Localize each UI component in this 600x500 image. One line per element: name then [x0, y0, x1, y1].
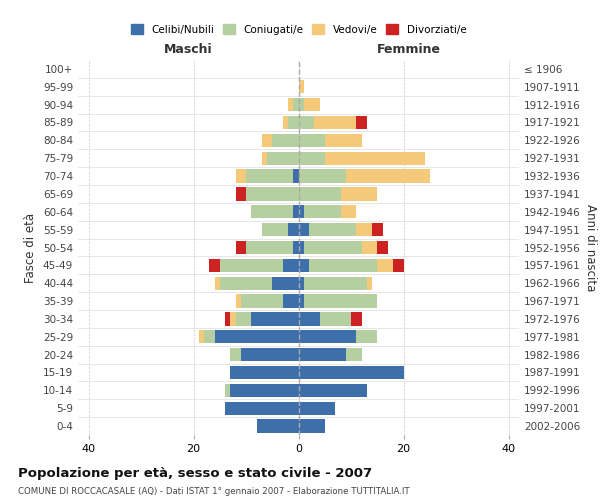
Bar: [293, 205, 299, 218]
Bar: [299, 152, 325, 165]
Bar: [314, 116, 356, 129]
Bar: [299, 205, 304, 218]
Bar: [372, 223, 383, 236]
Bar: [293, 241, 299, 254]
Bar: [299, 134, 325, 147]
Bar: [320, 312, 351, 326]
Bar: [299, 258, 309, 272]
Bar: [230, 348, 241, 362]
Bar: [288, 116, 299, 129]
Bar: [251, 312, 299, 326]
Bar: [283, 294, 299, 308]
Bar: [299, 223, 309, 236]
Bar: [356, 330, 377, 344]
Bar: [356, 116, 367, 129]
Bar: [304, 276, 367, 290]
Text: Femmine: Femmine: [377, 44, 441, 57]
Legend: Celibi/Nubili, Coniugati/e, Vedovi/e, Divorziati/e: Celibi/Nubili, Coniugati/e, Vedovi/e, Di…: [127, 20, 470, 39]
Bar: [230, 384, 299, 397]
Bar: [220, 258, 283, 272]
Bar: [299, 312, 320, 326]
Bar: [299, 80, 304, 94]
Bar: [299, 294, 304, 308]
Bar: [267, 152, 299, 165]
Bar: [341, 187, 377, 200]
Bar: [283, 116, 288, 129]
Bar: [346, 170, 430, 183]
Bar: [299, 187, 341, 200]
Bar: [293, 170, 299, 183]
Bar: [293, 98, 299, 112]
Bar: [288, 223, 299, 236]
Bar: [230, 312, 235, 326]
Bar: [235, 170, 246, 183]
Bar: [377, 241, 388, 254]
Bar: [299, 330, 356, 344]
Bar: [299, 170, 346, 183]
Bar: [262, 223, 288, 236]
Bar: [299, 366, 404, 379]
Bar: [299, 98, 304, 112]
Bar: [325, 134, 361, 147]
Bar: [272, 276, 299, 290]
Text: Popolazione per età, sesso e stato civile - 2007: Popolazione per età, sesso e stato civil…: [18, 468, 372, 480]
Bar: [225, 402, 299, 415]
Bar: [299, 276, 304, 290]
Bar: [257, 420, 299, 433]
Bar: [309, 223, 356, 236]
Text: COMUNE DI ROCCACASALE (AQ) - Dati ISTAT 1° gennaio 2007 - Elaborazione TUTTITALI: COMUNE DI ROCCACASALE (AQ) - Dati ISTAT …: [18, 488, 410, 496]
Bar: [204, 330, 215, 344]
Bar: [299, 402, 335, 415]
Y-axis label: Fasce di età: Fasce di età: [25, 212, 37, 282]
Bar: [199, 330, 204, 344]
Bar: [346, 348, 361, 362]
Bar: [220, 276, 272, 290]
Bar: [351, 312, 361, 326]
Bar: [304, 205, 341, 218]
Bar: [377, 258, 393, 272]
Bar: [356, 223, 372, 236]
Bar: [235, 241, 246, 254]
Bar: [209, 258, 220, 272]
Bar: [309, 258, 377, 272]
Bar: [251, 205, 293, 218]
Bar: [215, 276, 220, 290]
Bar: [299, 116, 314, 129]
Bar: [225, 312, 230, 326]
Bar: [235, 312, 251, 326]
Bar: [241, 348, 299, 362]
Y-axis label: Anni di nascita: Anni di nascita: [584, 204, 597, 291]
Bar: [393, 258, 404, 272]
Bar: [246, 187, 299, 200]
Bar: [262, 134, 272, 147]
Bar: [246, 170, 293, 183]
Bar: [235, 187, 246, 200]
Bar: [262, 152, 267, 165]
Bar: [304, 241, 361, 254]
Bar: [230, 366, 299, 379]
Bar: [304, 294, 377, 308]
Bar: [272, 134, 299, 147]
Bar: [246, 241, 293, 254]
Bar: [215, 330, 299, 344]
Text: Maschi: Maschi: [164, 44, 212, 57]
Bar: [304, 98, 320, 112]
Bar: [299, 384, 367, 397]
Bar: [325, 152, 425, 165]
Bar: [235, 294, 241, 308]
Bar: [341, 205, 356, 218]
Bar: [283, 258, 299, 272]
Bar: [299, 241, 304, 254]
Bar: [299, 348, 346, 362]
Bar: [367, 276, 372, 290]
Bar: [241, 294, 283, 308]
Bar: [299, 420, 325, 433]
Bar: [225, 384, 230, 397]
Bar: [288, 98, 293, 112]
Bar: [361, 241, 377, 254]
